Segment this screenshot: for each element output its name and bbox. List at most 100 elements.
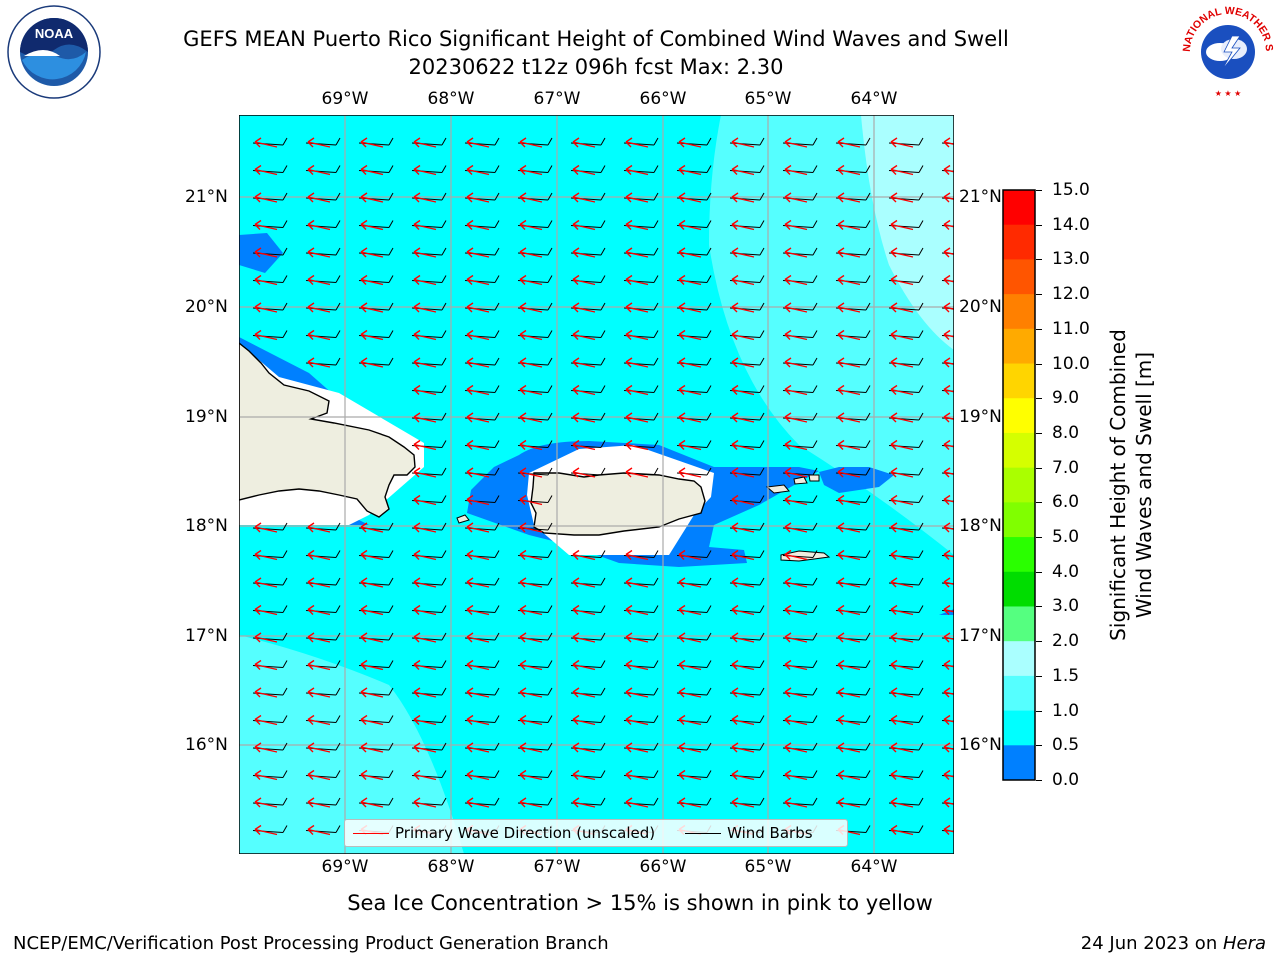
wave-direction-arrow	[784, 357, 808, 368]
wave-direction-arrow	[943, 824, 954, 835]
wave-direction-arrow	[466, 797, 490, 808]
wave-direction-arrow	[625, 412, 649, 423]
wave-direction-arrow	[943, 742, 954, 753]
virgin-islands	[793, 474, 820, 485]
colorbar-tick-label: 6.0	[1052, 492, 1080, 513]
wave-direction-arrow	[519, 247, 543, 258]
colorbar-tick	[1036, 294, 1042, 296]
wave-direction-arrow	[413, 797, 437, 808]
wave-direction-arrow	[731, 687, 755, 698]
wave-direction-arrow	[307, 797, 331, 808]
wave-direction-arrow	[413, 247, 437, 258]
wave-direction-arrow	[360, 797, 384, 808]
colorbar-tick	[1036, 190, 1042, 191]
wave-direction-arrow	[572, 164, 596, 176]
lat-label-left: 19°N	[185, 407, 228, 427]
wave-direction-arrow	[943, 247, 954, 258]
wave-direction-arrow	[678, 797, 702, 808]
wave-direction-arrow	[360, 219, 384, 231]
wave-direction-arrow	[466, 219, 490, 231]
wave-direction-arrow	[890, 577, 914, 588]
wave-direction-arrow	[731, 742, 755, 753]
wave-direction-arrow	[784, 769, 808, 781]
wave-direction-arrow	[625, 439, 649, 451]
wave-direction-arrow	[837, 302, 861, 313]
wave-direction-arrow	[307, 824, 331, 836]
wave-direction-arrow	[254, 274, 278, 286]
wave-direction-arrow	[466, 494, 490, 506]
wave-direction-arrow	[254, 604, 278, 616]
wave-direction-arrow	[519, 412, 543, 423]
wave-direction-arrow	[625, 247, 649, 258]
wave-direction-arrow	[360, 549, 384, 561]
lat-label-right: 18°N	[959, 516, 1002, 536]
wave-direction-arrow	[572, 714, 596, 726]
wave-direction-arrow	[678, 769, 702, 781]
wave-direction-arrow	[837, 577, 861, 588]
wave-direction-arrow	[572, 439, 596, 451]
wave-direction-arrow	[837, 659, 861, 671]
wave-direction-arrow	[360, 632, 384, 643]
colorbar-cell	[1003, 259, 1035, 295]
wave-direction-arrow	[254, 192, 278, 203]
wave-direction-arrow	[678, 659, 702, 671]
wave-direction-arrow	[943, 604, 954, 615]
svg-text:★ ★ ★: ★ ★ ★	[1215, 89, 1242, 98]
lon-label-top: 65°W	[744, 89, 792, 109]
wave-direction-arrow	[678, 632, 702, 643]
puerto-rico-land	[530, 472, 706, 536]
wave-direction-arrow	[360, 357, 384, 368]
wave-direction-arrow	[307, 742, 331, 753]
wave-direction-arrow	[360, 577, 384, 588]
colorbar-cell	[1003, 398, 1035, 434]
wave-direction-arrow	[572, 329, 596, 341]
wave-height-2.0-3.0-ne	[861, 115, 954, 350]
wave-direction-arrow	[466, 412, 490, 423]
wave-direction-arrow	[519, 274, 543, 286]
wave-direction-arrow	[413, 274, 437, 286]
hispaniola-land	[239, 342, 416, 518]
wave-direction-arrow	[943, 384, 954, 395]
wave-direction-arrow	[360, 742, 384, 753]
wave-direction-arrow	[625, 742, 649, 753]
wave-direction-arrow	[360, 164, 384, 176]
lon-label-bottom: 69°W	[321, 857, 369, 877]
wave-direction-arrow	[837, 687, 861, 698]
wave-direction-arrow	[678, 274, 702, 286]
wave-direction-arrow	[731, 797, 755, 808]
wave-direction-arrow	[890, 192, 914, 203]
wave-direction-arrow	[413, 742, 437, 753]
wave-direction-arrow	[625, 329, 649, 341]
wave-direction-arrow	[466, 247, 490, 258]
colorbar-tick-label: 10.0	[1052, 353, 1090, 374]
lon-label-top: 66°W	[639, 89, 687, 109]
wave-direction-arrow	[466, 659, 490, 671]
wave-direction-arrow	[625, 797, 649, 808]
lon-label-top: 69°W	[321, 89, 369, 109]
lon-label-bottom: 68°W	[427, 857, 475, 877]
lon-label-bottom: 65°W	[744, 857, 792, 877]
wave-direction-arrow	[466, 357, 490, 368]
colorbar-tick	[1036, 224, 1042, 226]
wave-direction-arrow	[784, 632, 808, 643]
wave-direction-arrow	[413, 412, 437, 423]
wave-direction-arrow	[254, 797, 278, 808]
wave-direction-arrow	[837, 549, 861, 561]
wave-direction-arrow	[466, 329, 490, 341]
wave-direction-arrow	[943, 577, 954, 588]
wave-direction-arrow	[943, 274, 954, 285]
wave-direction-arrow	[943, 219, 954, 230]
wave-direction-arrow	[572, 357, 596, 368]
wave-direction-arrow	[307, 714, 331, 726]
wave-direction-arrow	[625, 577, 649, 588]
wave-direction-arrow	[307, 247, 331, 258]
wave-direction-arrow	[307, 687, 331, 698]
map-panel	[239, 115, 954, 854]
wave-direction-arrow	[784, 494, 808, 506]
wave-direction-arrow	[731, 577, 755, 588]
wave-direction-arrow	[466, 742, 490, 753]
wave-direction-arrow	[784, 714, 808, 726]
wave-direction-arrow	[360, 714, 384, 726]
colorbar-tick	[1036, 571, 1042, 573]
colorbar-tick	[1036, 780, 1042, 781]
